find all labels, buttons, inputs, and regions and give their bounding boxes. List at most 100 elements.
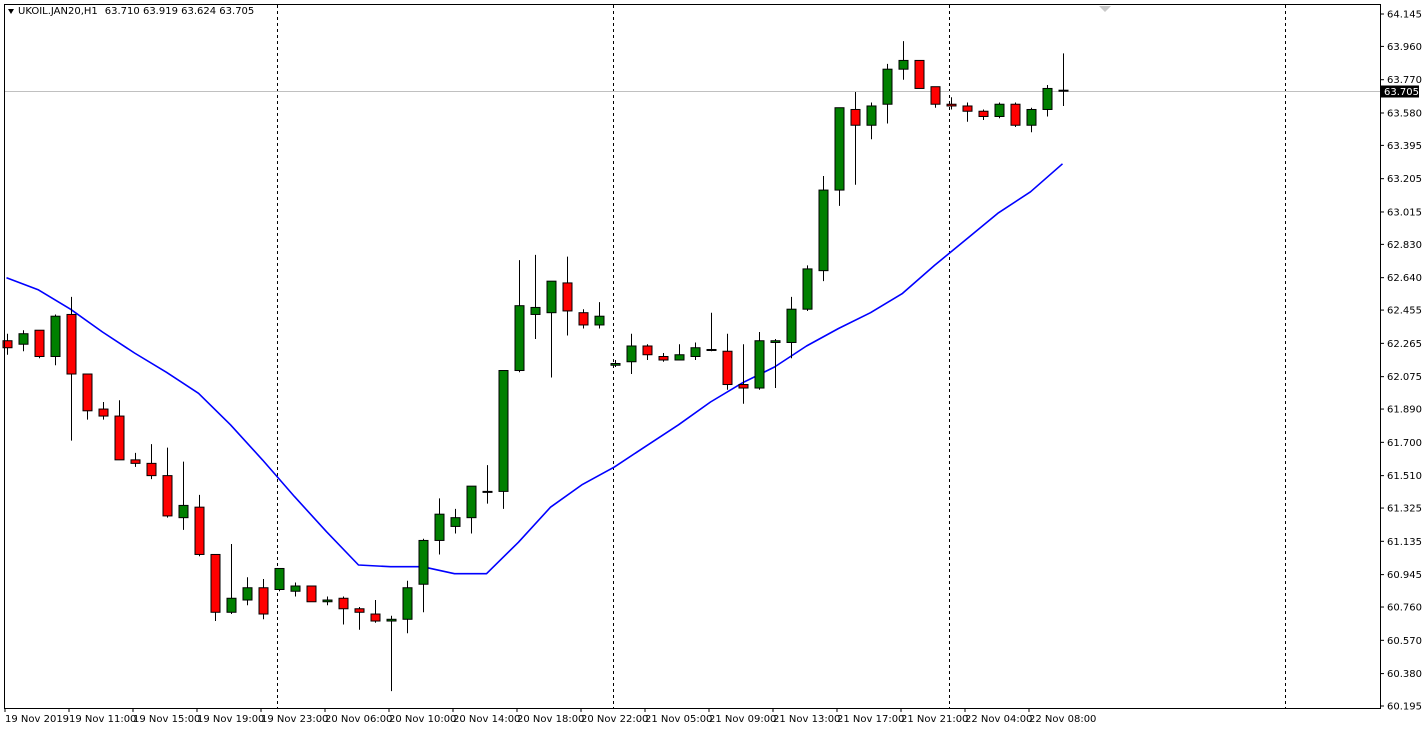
candle <box>850 91 861 185</box>
candle <box>610 360 621 368</box>
candle-body <box>674 354 685 361</box>
candle-body <box>450 517 461 527</box>
time-tick-label: 19 Nov 23:00 <box>261 714 328 725</box>
time-tick-label: 21 Nov 05:00 <box>645 714 712 725</box>
price-tick-label: 61.700 <box>1387 438 1422 449</box>
candle <box>50 314 61 366</box>
candle <box>258 578 269 620</box>
candle <box>754 331 765 390</box>
candle <box>930 86 941 108</box>
candle <box>882 63 893 124</box>
time-tick-label: 20 Nov 14:00 <box>453 714 520 725</box>
candle <box>242 577 253 606</box>
price-tick-label: 60.380 <box>1387 669 1422 680</box>
candle-body <box>498 370 509 492</box>
candle <box>626 333 637 375</box>
candle-body <box>290 585 301 592</box>
candle-body <box>98 408 109 417</box>
candle <box>498 370 509 509</box>
candle-body <box>834 107 845 191</box>
candle <box>978 109 989 120</box>
candle <box>1042 84 1053 117</box>
candle-body <box>34 329 45 357</box>
candle-body <box>610 363 621 366</box>
chart-shift-marker-icon[interactable] <box>1099 6 1111 12</box>
candle-body <box>114 415 125 461</box>
candle <box>354 607 365 630</box>
candle <box>338 596 349 625</box>
candle-body <box>1026 108 1037 126</box>
time-tick-label: 22 Nov 04:00 <box>965 714 1032 725</box>
candle-body <box>194 506 205 555</box>
candle <box>706 312 717 352</box>
candle <box>274 567 285 592</box>
candle-body <box>514 305 525 372</box>
time-tick-label: 19 Nov 11:00 <box>69 714 136 725</box>
candle-body <box>322 599 333 603</box>
price-tick-label: 62.265 <box>1387 339 1422 350</box>
candle <box>418 538 429 613</box>
candle <box>114 400 125 461</box>
time-tick-label: 20 Nov 22:00 <box>581 714 648 725</box>
price-tick-label: 61.325 <box>1387 504 1422 515</box>
candle <box>674 344 685 361</box>
candle <box>530 254 541 339</box>
price-tick-label: 63.770 <box>1387 75 1422 86</box>
chart-menu-arrow-icon[interactable] <box>8 9 14 14</box>
price-tick-label: 62.075 <box>1387 372 1422 383</box>
price-tick-label: 63.580 <box>1387 108 1422 119</box>
candle-body <box>802 268 813 310</box>
time-tick-label: 20 Nov 06:00 <box>325 714 392 725</box>
candle-body <box>626 345 637 363</box>
candle <box>290 582 301 597</box>
candle <box>306 585 317 603</box>
time-tick-label: 19 Nov 19:00 <box>197 714 264 725</box>
candle-body <box>594 315 605 326</box>
candle-body <box>754 340 765 389</box>
price-tick-label: 63.960 <box>1387 42 1422 53</box>
price-tick-label: 61.135 <box>1387 537 1422 548</box>
candle <box>770 338 781 389</box>
time-tick-label: 21 Nov 09:00 <box>709 714 776 725</box>
candle <box>194 494 205 557</box>
candle-body <box>722 350 733 386</box>
candle-body <box>562 282 573 312</box>
candle-body <box>530 306 541 315</box>
candle-body <box>962 105 973 112</box>
candle-body <box>178 504 189 519</box>
price-tick-label: 60.760 <box>1387 603 1422 614</box>
candle <box>1058 53 1069 106</box>
candle <box>898 41 909 80</box>
time-tick-label: 21 Nov 21:00 <box>901 714 968 725</box>
candle <box>130 452 141 467</box>
candle <box>546 280 557 378</box>
price-tick-label: 61.510 <box>1387 471 1422 482</box>
candle-body <box>946 103 957 107</box>
candle <box>1010 102 1021 127</box>
candle-body <box>418 539 429 585</box>
candle-body <box>898 59 909 70</box>
candle-body <box>578 312 589 326</box>
ohlc-values: 63.710 63.919 63.624 63.705 <box>104 6 255 17</box>
candle-body <box>1042 87 1053 110</box>
candle-body <box>434 513 445 541</box>
candle-body <box>66 313 77 375</box>
candle <box>578 309 589 329</box>
candle-body <box>658 355 669 361</box>
price-tick-label: 63.015 <box>1387 207 1422 218</box>
price-axis[interactable]: 64.145 63.960 63.770 63.580 63.395 63.205 63.0… <box>1380 10 1422 713</box>
candle-body <box>306 585 317 603</box>
candle-body <box>226 597 237 613</box>
candle <box>82 373 93 420</box>
candle-body <box>930 86 941 105</box>
candle-body <box>690 347 701 357</box>
candle <box>722 333 733 390</box>
price-tick-label: 62.455 <box>1387 306 1422 317</box>
candle <box>450 508 461 534</box>
candle <box>146 444 157 480</box>
candle <box>514 260 525 373</box>
candle-body <box>146 462 157 477</box>
